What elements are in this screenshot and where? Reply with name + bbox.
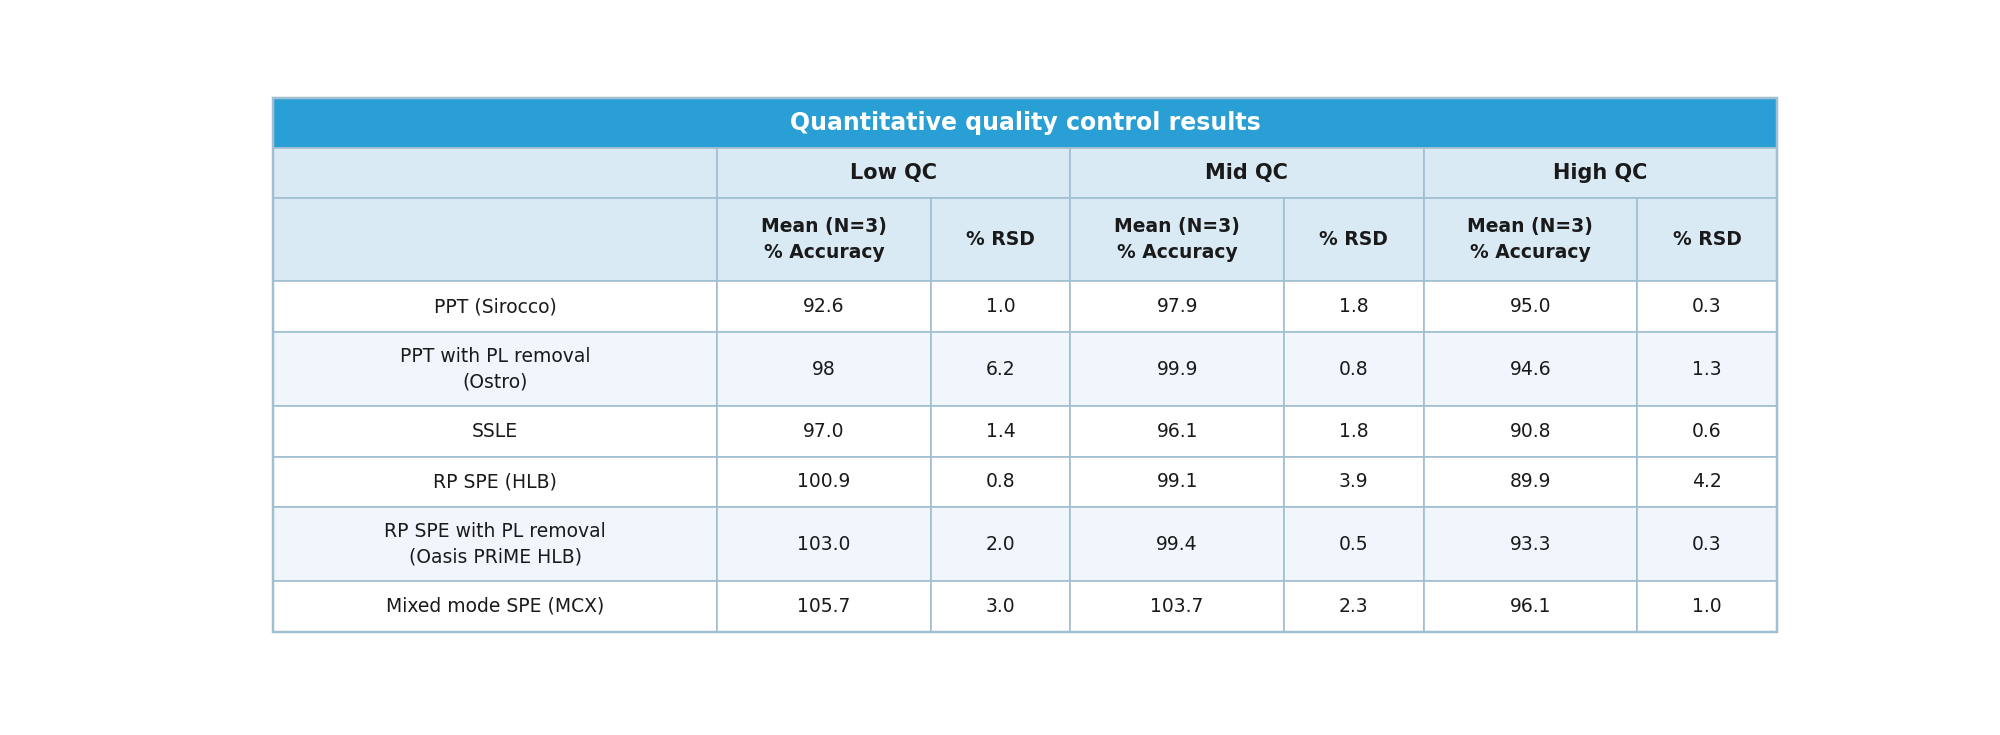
Text: 0.8: 0.8 [986, 472, 1016, 491]
Text: Mean (N=3)
% Accuracy: Mean (N=3) % Accuracy [1468, 217, 1594, 262]
Text: Mean (N=3)
% Accuracy: Mean (N=3) % Accuracy [1114, 217, 1240, 262]
Text: 1.0: 1.0 [1692, 597, 1722, 616]
Text: 4.2: 4.2 [1692, 472, 1722, 491]
Text: Quantitative quality control results: Quantitative quality control results [790, 111, 1260, 135]
Text: 105.7: 105.7 [798, 597, 850, 616]
Text: % RSD: % RSD [1672, 230, 1742, 249]
Bar [930, 456, 1070, 506]
Text: 1.0: 1.0 [986, 297, 1016, 316]
Bar [930, 331, 1070, 406]
Text: 96.1: 96.1 [1156, 422, 1198, 441]
Text: 1.3: 1.3 [1692, 359, 1722, 379]
Bar [1424, 331, 1638, 406]
Text: Mean (N=3)
% Accuracy: Mean (N=3) % Accuracy [760, 217, 886, 262]
Text: 99.1: 99.1 [1156, 472, 1198, 491]
Bar [1424, 581, 1638, 631]
Bar [1070, 198, 1284, 282]
Bar [1070, 331, 1284, 406]
Bar [1284, 198, 1424, 282]
Text: 0.3: 0.3 [1692, 534, 1722, 553]
Bar [1638, 198, 1776, 282]
Bar [274, 506, 718, 581]
Bar [1284, 406, 1424, 456]
Text: 1.4: 1.4 [986, 422, 1016, 441]
Bar [718, 456, 930, 506]
Bar [930, 506, 1070, 581]
Text: 99.9: 99.9 [1156, 359, 1198, 379]
Text: RP SPE with PL removal
(Oasis PRiME HLB): RP SPE with PL removal (Oasis PRiME HLB) [384, 522, 606, 566]
Text: 3.9: 3.9 [1338, 472, 1368, 491]
Bar [274, 406, 718, 456]
Bar [274, 282, 718, 331]
Bar [274, 456, 718, 506]
Bar [1070, 456, 1284, 506]
Bar [1424, 282, 1638, 331]
Text: SSLE: SSLE [472, 422, 518, 441]
Bar [1070, 406, 1284, 456]
Bar [1070, 581, 1284, 631]
Bar [1070, 506, 1284, 581]
Text: 2.3: 2.3 [1338, 597, 1368, 616]
Bar [1284, 282, 1424, 331]
Bar [1638, 282, 1776, 331]
Bar [1284, 456, 1424, 506]
Bar [1284, 506, 1424, 581]
Bar [1638, 506, 1776, 581]
Text: PPT (Sirocco): PPT (Sirocco) [434, 297, 556, 316]
Text: 90.8: 90.8 [1510, 422, 1552, 441]
Bar [718, 198, 930, 282]
Bar [718, 148, 1070, 198]
Text: 94.6: 94.6 [1510, 359, 1552, 379]
Text: RP SPE (HLB): RP SPE (HLB) [434, 472, 558, 491]
Bar [1638, 581, 1776, 631]
Text: 97.0: 97.0 [804, 422, 844, 441]
Bar [274, 331, 718, 406]
Bar [718, 506, 930, 581]
Bar [1638, 456, 1776, 506]
Text: 0.8: 0.8 [1338, 359, 1368, 379]
Text: 3.0: 3.0 [986, 597, 1016, 616]
Text: High QC: High QC [1552, 163, 1648, 183]
Bar [1424, 198, 1638, 282]
Text: 95.0: 95.0 [1510, 297, 1552, 316]
Bar [1424, 456, 1638, 506]
Text: 93.3: 93.3 [1510, 534, 1552, 553]
Text: 6.2: 6.2 [986, 359, 1016, 379]
Text: 0.6: 0.6 [1692, 422, 1722, 441]
Text: 89.9: 89.9 [1510, 472, 1552, 491]
Text: 96.1: 96.1 [1510, 597, 1552, 616]
Text: 103.7: 103.7 [1150, 597, 1204, 616]
Bar [930, 406, 1070, 456]
Bar [930, 198, 1070, 282]
Text: 1.8: 1.8 [1338, 297, 1368, 316]
Bar [1284, 331, 1424, 406]
Text: 0.5: 0.5 [1338, 534, 1368, 553]
Text: PPT with PL removal
(Ostro): PPT with PL removal (Ostro) [400, 347, 590, 391]
Bar [1284, 581, 1424, 631]
Text: 0.3: 0.3 [1692, 297, 1722, 316]
Bar [1424, 148, 1776, 198]
Text: 99.4: 99.4 [1156, 534, 1198, 553]
Bar [718, 331, 930, 406]
Text: % RSD: % RSD [966, 230, 1034, 249]
Bar [930, 581, 1070, 631]
Bar [1070, 282, 1284, 331]
Bar [718, 406, 930, 456]
Text: 100.9: 100.9 [798, 472, 850, 491]
Bar [274, 581, 718, 631]
Text: 92.6: 92.6 [804, 297, 844, 316]
Text: Mixed mode SPE (MCX): Mixed mode SPE (MCX) [386, 597, 604, 616]
Bar [718, 282, 930, 331]
Text: 98: 98 [812, 359, 836, 379]
Bar [1424, 406, 1638, 456]
Bar [274, 198, 718, 282]
Bar [1424, 506, 1638, 581]
Text: Low QC: Low QC [850, 163, 938, 183]
Text: 103.0: 103.0 [798, 534, 850, 553]
Bar [1638, 331, 1776, 406]
Text: 2.0: 2.0 [986, 534, 1016, 553]
Text: % RSD: % RSD [1320, 230, 1388, 249]
Bar [718, 581, 930, 631]
Text: 1.8: 1.8 [1338, 422, 1368, 441]
Text: Mid QC: Mid QC [1206, 163, 1288, 183]
